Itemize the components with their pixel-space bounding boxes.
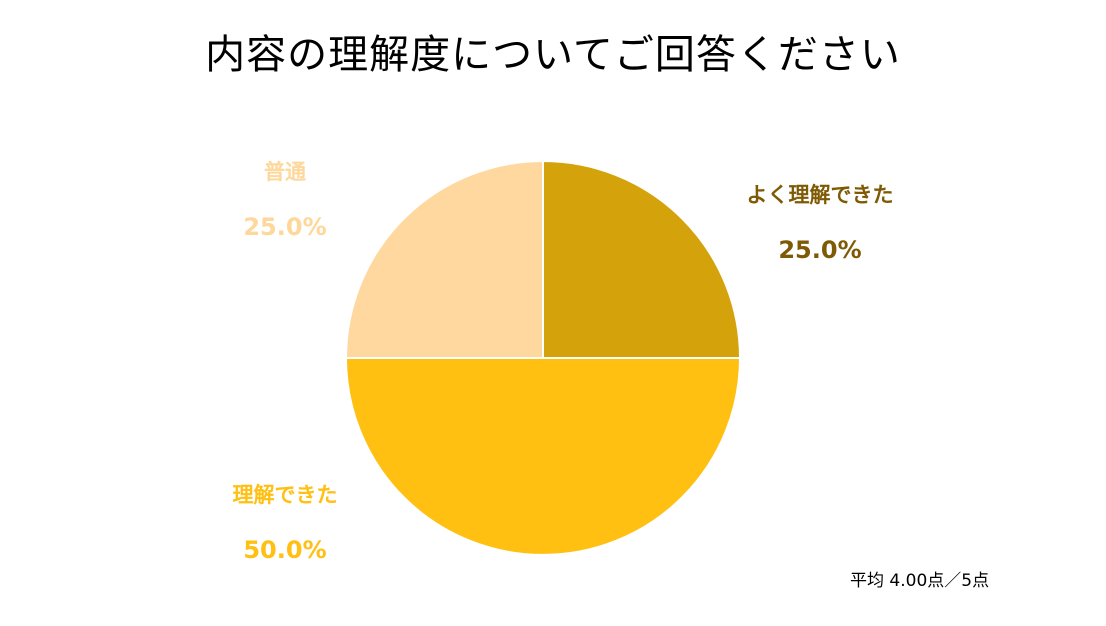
slice-category-label: 理解できた xyxy=(232,483,338,507)
slice-percent-label: 25.0% xyxy=(243,213,327,241)
slice-label-understood: 理解できた 50.0% xyxy=(185,483,385,564)
slice-label-well-understood: よく理解できた 25.0% xyxy=(720,183,920,264)
slice-label-average: 普通 25.0% xyxy=(185,160,385,241)
slice-percent-label: 50.0% xyxy=(243,536,327,564)
average-score-note: 平均 4.00点／5点 xyxy=(850,571,990,591)
slice-percent-label: 25.0% xyxy=(778,236,862,264)
slice-category-label: 普通 xyxy=(264,160,306,184)
pie-slice-understood xyxy=(344,357,742,556)
chart-title: 内容の理解度についてご回答ください xyxy=(205,32,901,78)
slice-category-label: よく理解できた xyxy=(746,183,894,207)
pie-slice-well-understood xyxy=(542,159,742,359)
pie-slice-average xyxy=(344,159,544,359)
